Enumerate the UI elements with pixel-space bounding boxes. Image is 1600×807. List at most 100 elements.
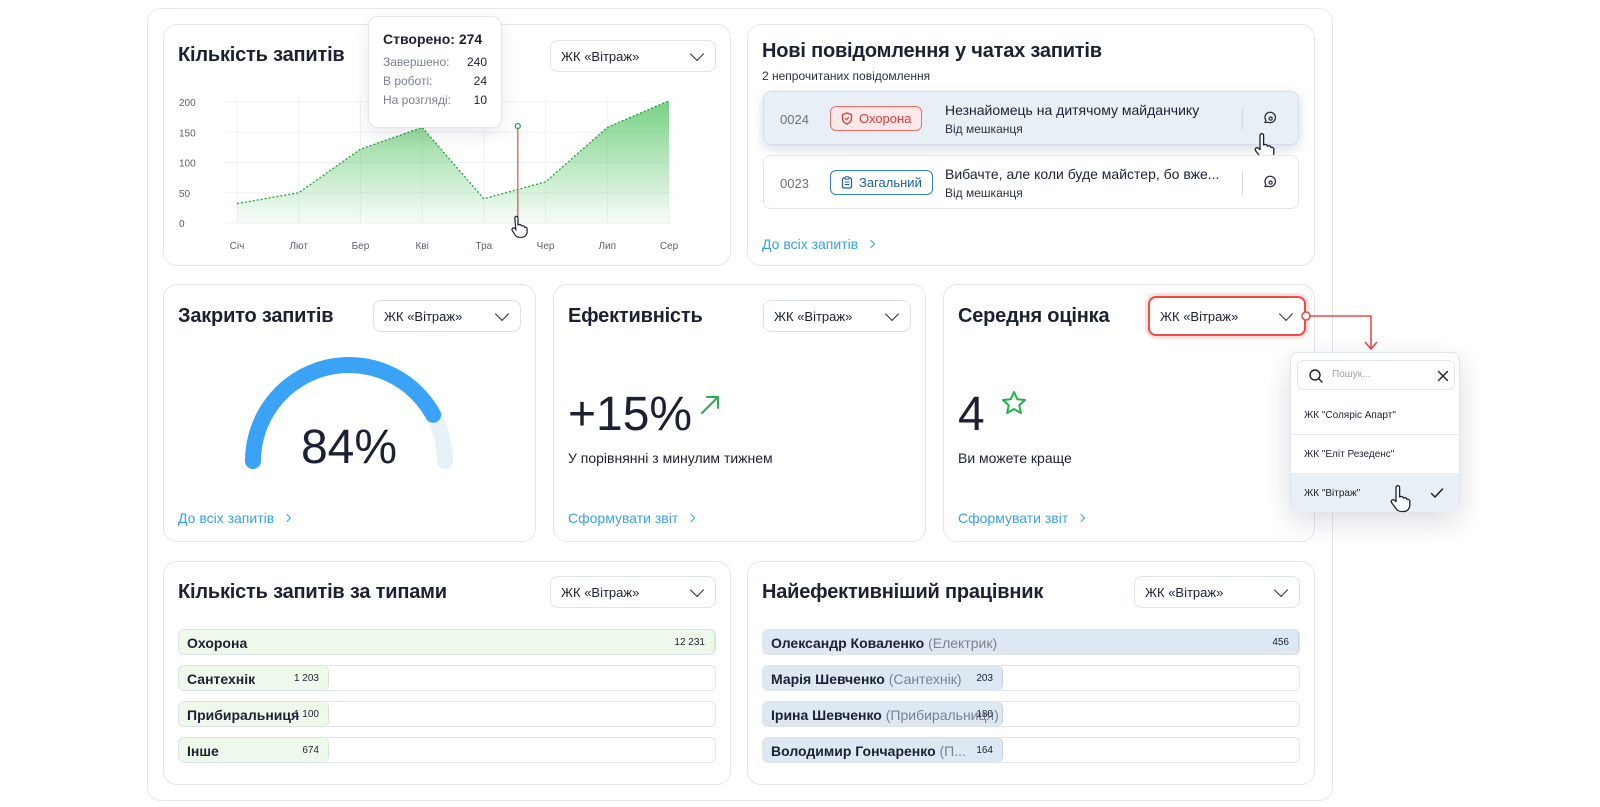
complex-dropdown: Пошук... ЖК "Соляріс Апарт" ЖК "Еліт Рез…: [1290, 352, 1460, 512]
bar-label: Марія Шевченко (Сантехнік): [771, 671, 962, 687]
bar-row: Прибиральниця 1 100: [178, 701, 716, 727]
requests-chart-select[interactable]: ЖК «Вітраж»: [550, 40, 716, 72]
search-placeholder: Пошук...: [1332, 369, 1371, 380]
bar-label: Сантехнік: [187, 671, 256, 687]
hand-cursor-icon: [1390, 485, 1411, 513]
bar-value: 180: [976, 709, 993, 720]
message-from: Від мешканця: [945, 122, 1023, 136]
worker-name: Олександр Коваленко: [771, 635, 929, 651]
chat-icon[interactable]: [1262, 110, 1278, 126]
bar-value: 203: [976, 673, 993, 684]
hand-cursor-icon: [511, 215, 528, 238]
clipboard-icon: [841, 176, 853, 189]
y-tick-label: 0: [179, 219, 185, 230]
chevron-right-icon: [866, 239, 876, 249]
x-tick-label: Чер: [537, 241, 555, 252]
closed-select[interactable]: ЖК «Вітраж»: [373, 300, 521, 332]
bar-fill: [763, 702, 1003, 726]
messages-title: Нові повідомлення у чатах запитів: [762, 40, 1102, 62]
dropdown-search[interactable]: Пошук...: [1297, 360, 1455, 390]
efficiency-title: Ефективність: [568, 305, 703, 327]
dropdown-option-selected[interactable]: ЖК "Вітраж": [1291, 474, 1459, 512]
rating-report-link[interactable]: Сформувати звіт: [958, 510, 1086, 526]
worker-role: (Прибиральниця): [885, 707, 999, 723]
highlight-point: [514, 122, 521, 130]
bar-label: Інше: [187, 743, 219, 759]
chevron-down-icon: [494, 306, 510, 321]
select-value: ЖК «Вітраж»: [774, 308, 853, 324]
bar-value: 456: [1272, 637, 1289, 648]
bar-value: 1 100: [293, 709, 319, 720]
checkmark-icon: [1430, 488, 1444, 498]
chevron-down-icon: [689, 582, 705, 597]
bar-row: Інше 674: [178, 737, 716, 763]
dropdown-option[interactable]: ЖК "Еліт Резеденс": [1291, 436, 1459, 474]
dropdown-option[interactable]: ЖК "Соляріс Апарт": [1291, 397, 1459, 435]
bar-fill: [763, 738, 1003, 762]
badge-security: Охорона: [830, 106, 923, 131]
chevron-right-icon: [687, 513, 696, 523]
chevron-down-icon: [884, 306, 900, 321]
divider: [1242, 171, 1243, 195]
bar-fill: [179, 630, 715, 654]
message-text: Незнайомець на дитячому майданчику: [945, 102, 1200, 118]
chat-icon[interactable]: [1262, 174, 1278, 190]
message-row[interactable]: 0023 Загальний Вибачте, але коли буде ма…: [763, 155, 1299, 209]
bar-value: 1 203: [293, 673, 319, 684]
closed-all-link[interactable]: До всіх запитів: [178, 510, 292, 526]
closed-gauge: [245, 357, 453, 469]
efficiency-select[interactable]: ЖК «Вітраж»: [763, 300, 911, 332]
worker-role: (П...: [939, 743, 966, 759]
bar-value: 12 231: [674, 637, 705, 648]
divider: [1242, 107, 1243, 131]
message-number: 0023: [780, 176, 809, 191]
bar-row: Володимир Гончаренко (П... 164: [762, 737, 1300, 763]
bar-label: Володимир Гончаренко (П...: [771, 743, 966, 759]
x-tick-label: Лют: [289, 241, 308, 252]
rating-select[interactable]: ЖК «Вітраж»: [1148, 296, 1306, 336]
bar-label: Олександр Коваленко (Електрик): [771, 635, 997, 651]
x-tick-label: Лип: [598, 241, 616, 252]
bar-fill: [179, 666, 329, 690]
x-tick-label: Тра: [476, 241, 493, 252]
arrow-up-right-icon: [701, 396, 719, 414]
bar-fill: [763, 666, 1003, 690]
message-row[interactable]: 0024 Охорона Незнайомець на дитячому май…: [763, 91, 1299, 145]
y-tick-label: 150: [179, 128, 196, 139]
efficiency-value: +15%: [568, 388, 693, 441]
chevron-down-icon: [1273, 582, 1289, 597]
efficiency-caption: У порівнянні з минулим тижнем: [568, 450, 773, 466]
x-tick-label: Січ: [230, 241, 245, 252]
select-value: ЖК «Вітраж»: [384, 308, 463, 324]
bar-row: Ірина Шевченко (Прибиральниця) 180: [762, 701, 1300, 727]
closed-title: Закрито запитів: [178, 305, 334, 327]
tooltip-row: Завершено: 240: [383, 55, 487, 69]
y-tick-label: 100: [179, 159, 196, 170]
rating-caption: Ви можете краще: [958, 450, 1072, 466]
types-select[interactable]: ЖК «Вітраж»: [550, 576, 716, 608]
chevron-right-icon: [1077, 513, 1086, 523]
select-value: ЖК «Вітраж»: [1145, 584, 1224, 600]
select-value: ЖК «Вітраж»: [1160, 308, 1239, 324]
bar-fill: [763, 630, 1299, 654]
bar-fill: [179, 738, 329, 762]
bar-label: Охорона: [187, 635, 248, 651]
star-icon: [1002, 391, 1026, 414]
rating-value: 4: [958, 388, 985, 441]
tooltip-row: На розгляді: 10: [383, 93, 487, 107]
series-area: [237, 100, 669, 223]
bar-row: Сантехнік 1 203: [178, 665, 716, 691]
efficiency-report-link[interactable]: Сформувати звіт: [568, 510, 696, 526]
bar-value: 674: [302, 745, 319, 756]
message-number: 0024: [780, 112, 809, 127]
requests-chart-title: Кількість запитів: [178, 44, 345, 66]
search-icon: [1309, 369, 1323, 383]
worker-role: (Сантехнік): [888, 671, 962, 687]
all-requests-link[interactable]: До всіх запитів: [762, 236, 876, 252]
y-tick-label: 200: [179, 98, 196, 109]
workers-select[interactable]: ЖК «Вітраж»: [1134, 576, 1300, 608]
bar-label: Ірина Шевченко (Прибиральниця): [771, 707, 999, 723]
rating-title: Середня оцінка: [958, 305, 1110, 327]
close-icon[interactable]: [1437, 370, 1449, 382]
gauge-fill: [245, 357, 442, 469]
